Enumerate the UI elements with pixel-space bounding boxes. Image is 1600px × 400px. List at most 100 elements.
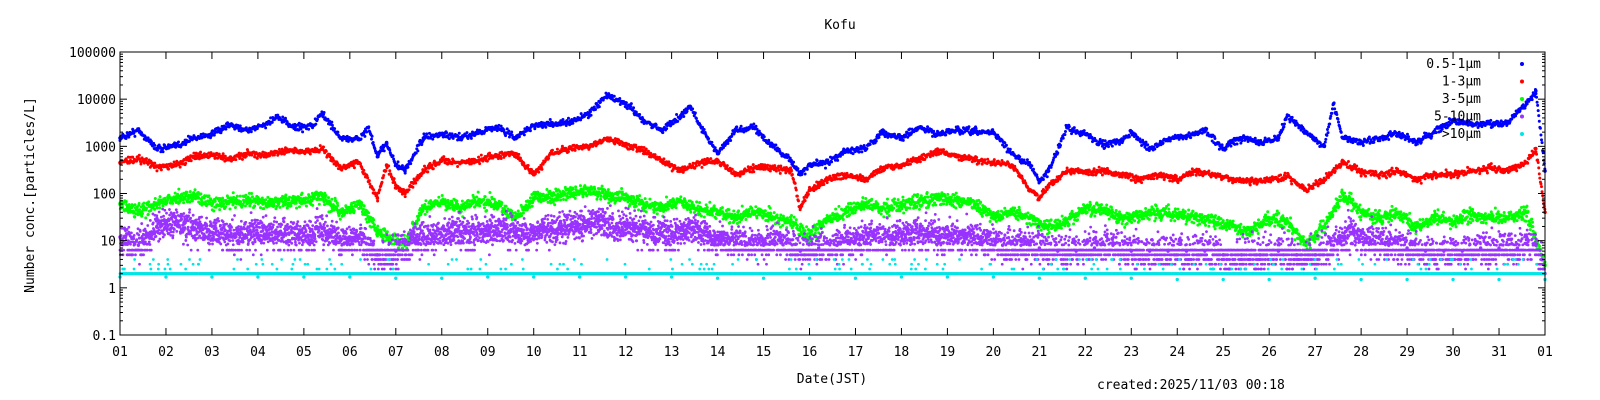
data-point xyxy=(308,152,312,156)
data-point xyxy=(338,164,342,168)
data-point xyxy=(826,158,830,162)
data-point xyxy=(851,152,855,156)
data-point xyxy=(430,163,434,167)
data-point xyxy=(796,199,800,203)
data-point xyxy=(540,167,544,171)
data-point xyxy=(465,131,469,135)
data-point xyxy=(1240,139,1244,143)
data-point xyxy=(167,167,171,171)
data-point xyxy=(371,140,375,144)
data-point xyxy=(874,139,878,143)
data-point xyxy=(270,120,274,124)
data-point xyxy=(1100,173,1104,177)
data-point xyxy=(1330,111,1334,115)
data-point xyxy=(944,133,948,137)
data-point xyxy=(526,164,530,168)
data-point xyxy=(209,134,213,138)
data-point xyxy=(1327,125,1331,129)
data-point xyxy=(1336,117,1340,121)
data-point xyxy=(1003,141,1007,145)
data-point xyxy=(824,166,828,170)
data-point xyxy=(188,139,192,143)
data-point xyxy=(676,119,680,123)
data-point xyxy=(1536,109,1540,113)
data-point xyxy=(857,150,861,154)
data-point xyxy=(1207,169,1211,173)
data-point xyxy=(409,162,413,166)
data-point xyxy=(1535,100,1539,104)
data-point xyxy=(830,160,834,164)
data-point xyxy=(445,131,449,135)
data-point xyxy=(654,123,658,127)
data-point xyxy=(1229,144,1233,148)
data-point xyxy=(340,138,344,142)
data-point xyxy=(1489,118,1493,122)
data-point xyxy=(788,171,792,175)
data-point xyxy=(517,152,521,156)
data-point xyxy=(1065,166,1069,170)
data-point xyxy=(795,194,799,198)
data-point xyxy=(301,130,305,134)
data-point xyxy=(1091,173,1095,177)
data-point xyxy=(530,168,534,172)
data-point xyxy=(820,178,824,182)
data-point xyxy=(1047,185,1051,189)
data-point xyxy=(1191,172,1195,176)
data-point xyxy=(1025,158,1029,162)
data-point xyxy=(1415,142,1419,146)
data-point xyxy=(547,156,551,160)
data-point xyxy=(1323,144,1327,148)
data-point xyxy=(752,122,756,126)
data-point xyxy=(238,124,242,128)
data-point xyxy=(451,136,455,140)
data-point xyxy=(729,138,733,142)
data-point xyxy=(330,123,334,127)
data-point xyxy=(1067,125,1071,129)
data-point xyxy=(537,170,541,174)
data-point xyxy=(700,165,704,169)
data-point xyxy=(318,144,322,148)
data-point xyxy=(346,139,350,143)
data-point xyxy=(836,158,840,162)
data-point xyxy=(710,140,714,144)
data-point xyxy=(362,168,366,172)
data-point xyxy=(502,128,506,132)
data-point xyxy=(504,134,508,138)
data-point xyxy=(1378,139,1382,143)
data-point xyxy=(566,116,570,120)
data-point xyxy=(967,125,971,129)
data-point xyxy=(137,153,141,157)
data-point xyxy=(1434,131,1438,135)
data-point xyxy=(1533,87,1537,91)
data-point xyxy=(352,166,356,170)
data-point xyxy=(1082,129,1086,133)
data-point xyxy=(442,155,446,159)
data-point xyxy=(742,171,746,175)
data-point xyxy=(1361,143,1365,147)
data-point xyxy=(174,145,178,149)
data-point xyxy=(1387,138,1391,142)
data-point xyxy=(184,161,188,165)
data-point xyxy=(1325,133,1329,137)
data-point xyxy=(1540,141,1544,145)
data-point xyxy=(803,199,807,203)
data-point xyxy=(778,171,782,175)
data-point xyxy=(751,163,755,167)
data-point xyxy=(385,142,389,146)
data-point xyxy=(634,110,638,114)
data-point xyxy=(176,140,180,144)
data-point xyxy=(629,102,633,106)
data-point xyxy=(406,165,410,169)
data-point xyxy=(393,180,397,184)
data-point xyxy=(1213,136,1217,140)
data-point xyxy=(1030,164,1034,168)
data-point xyxy=(550,148,554,152)
data-point xyxy=(739,124,743,128)
data-point xyxy=(1329,114,1333,118)
data-point xyxy=(403,195,407,199)
data-point xyxy=(425,132,429,136)
data-point xyxy=(1372,140,1376,144)
data-point xyxy=(1144,140,1148,144)
data-point xyxy=(479,153,483,157)
data-point xyxy=(322,111,326,115)
